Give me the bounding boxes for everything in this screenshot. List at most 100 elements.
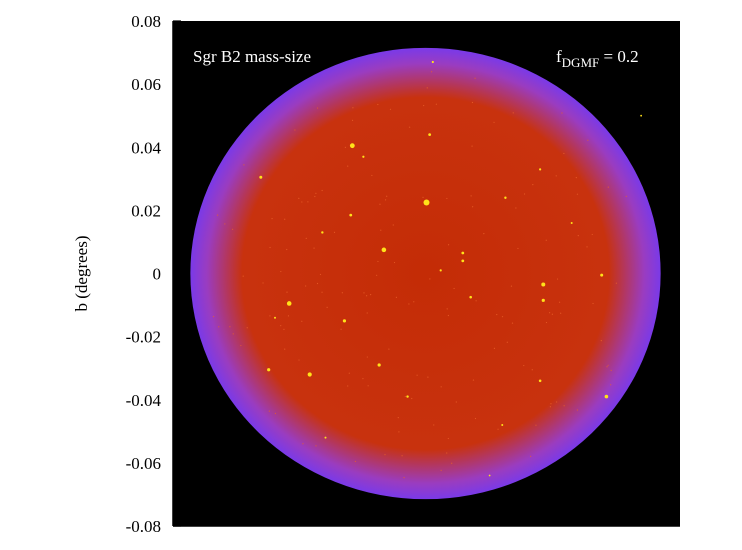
speckle — [389, 108, 392, 110]
y-tick-label: -0.02 — [126, 328, 161, 347]
speckle — [496, 313, 498, 316]
speckle — [493, 347, 496, 350]
speckle — [371, 174, 373, 177]
source-point — [349, 213, 353, 217]
speckle — [411, 397, 413, 400]
speckle — [592, 302, 594, 305]
speckle — [558, 301, 561, 303]
speckle — [545, 321, 548, 324]
speckle — [301, 201, 303, 203]
y-tick-label: 0.04 — [131, 138, 161, 157]
speckle — [563, 152, 565, 155]
source-point — [431, 60, 434, 64]
speckle — [363, 292, 365, 294]
speckle — [427, 376, 429, 378]
speckle — [549, 406, 552, 408]
source-point — [307, 372, 312, 377]
speckle — [218, 326, 220, 328]
speckle — [429, 278, 431, 280]
speckle — [440, 386, 442, 388]
source-point — [469, 295, 472, 299]
speckle — [269, 246, 271, 249]
speckle — [446, 452, 448, 454]
speckle — [515, 207, 517, 209]
source-point — [274, 316, 276, 319]
speckle — [307, 201, 309, 203]
speckle — [416, 374, 418, 376]
speckle — [326, 306, 328, 308]
speckle — [367, 385, 369, 387]
speckle — [347, 385, 349, 387]
y-tick-label: -0.06 — [126, 454, 161, 473]
speckle — [401, 455, 403, 457]
speckle — [319, 273, 322, 276]
speckle — [229, 326, 231, 328]
speckle — [606, 366, 608, 368]
speckle — [435, 103, 437, 105]
speckle — [576, 193, 579, 195]
speckle — [262, 282, 264, 284]
source-point — [267, 368, 271, 372]
speckle — [426, 87, 428, 89]
speckle — [344, 146, 346, 148]
source-point — [488, 474, 491, 477]
speckle — [560, 312, 562, 314]
speckle — [517, 247, 519, 250]
speckle — [274, 412, 277, 415]
speckle — [453, 287, 455, 290]
speckle — [483, 233, 485, 235]
speckle — [506, 341, 508, 343]
chart-title: Sgr B2 mass-size — [193, 47, 311, 66]
speckle — [501, 316, 504, 318]
speckle — [362, 378, 364, 380]
speckle — [287, 315, 290, 317]
speckle — [447, 437, 449, 440]
speckle — [243, 164, 245, 166]
speckle — [470, 195, 472, 197]
speckle — [284, 348, 286, 350]
speckle — [313, 247, 315, 249]
speckle — [545, 239, 547, 241]
speckle — [447, 314, 449, 317]
speckle — [447, 244, 450, 246]
speckle — [535, 424, 537, 426]
speckle — [240, 344, 242, 347]
speckle — [587, 139, 589, 141]
speckle — [305, 285, 307, 287]
speckle — [286, 248, 288, 251]
speckle — [510, 285, 513, 287]
speckle — [298, 359, 300, 361]
speckle — [269, 315, 271, 317]
speckle — [232, 333, 234, 335]
source-point — [321, 231, 324, 234]
speckle — [474, 417, 477, 420]
speckle — [615, 282, 618, 284]
source-point — [377, 363, 381, 367]
speckle — [455, 401, 457, 403]
y-tick-label: 0 — [153, 265, 162, 284]
speckle — [591, 233, 593, 236]
speckle — [348, 372, 350, 374]
speckle — [403, 477, 405, 479]
speckle — [316, 107, 319, 109]
speckle — [397, 417, 399, 419]
point-sources — [212, 60, 643, 479]
source-point — [504, 196, 507, 199]
emission-region — [190, 47, 661, 500]
speckle — [316, 282, 319, 285]
speckle — [413, 301, 415, 303]
speckle — [555, 175, 557, 177]
speckle — [493, 121, 495, 123]
speckle — [341, 292, 343, 294]
speckle — [577, 235, 579, 237]
source-point — [541, 298, 545, 302]
y-tick-label: 0.06 — [131, 75, 161, 94]
speckle — [431, 71, 433, 73]
annotation-suffix: = 0.2 — [599, 47, 638, 66]
speckle — [352, 107, 354, 109]
speckle — [284, 218, 286, 220]
speckle — [408, 303, 410, 305]
source-point — [324, 436, 327, 439]
speckle — [423, 104, 425, 107]
